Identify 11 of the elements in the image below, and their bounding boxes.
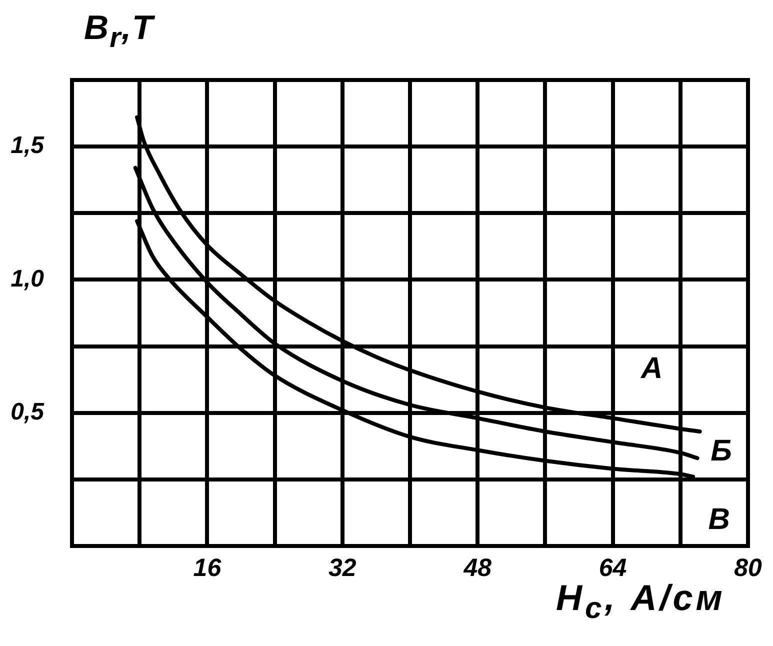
- x-tick-label: 80: [734, 554, 762, 582]
- series-label: Б: [710, 434, 732, 468]
- x-tick-label: 32: [328, 554, 356, 582]
- y-tick-label: 1,0: [10, 265, 45, 292]
- y-axis-title: B$_{r}$,T: [84, 9, 154, 54]
- y-tick-label: 1,5: [10, 132, 45, 160]
- x-tick-label: 16: [193, 554, 222, 582]
- y-tick-label: 0,5: [10, 398, 45, 426]
- series-label: В: [708, 503, 730, 536]
- x-tick-label: 48: [462, 554, 492, 582]
- series-label: А: [640, 352, 663, 385]
